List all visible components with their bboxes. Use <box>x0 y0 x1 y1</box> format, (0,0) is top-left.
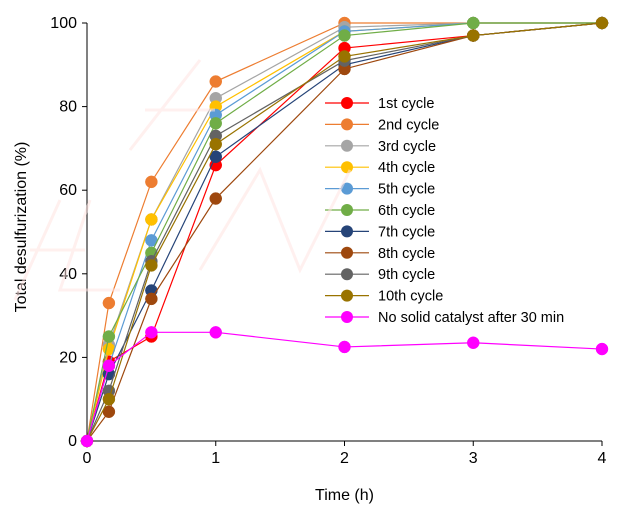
legend-item: 8th cycle <box>325 246 435 262</box>
data-point <box>595 16 609 30</box>
series-11 <box>80 326 609 448</box>
data-point <box>145 213 158 226</box>
legend-item: 2nd cycle <box>325 117 439 133</box>
data-point <box>145 259 158 272</box>
axes: 0 20 40 60 80 100 0 1 2 3 4 <box>50 15 606 467</box>
data-point <box>102 359 116 373</box>
legend-marker <box>341 97 353 109</box>
legend-label: 1st cycle <box>378 96 434 112</box>
legend-label: 3rd cycle <box>378 139 436 155</box>
data-point <box>145 326 158 339</box>
data-point <box>209 192 222 205</box>
legend-label: 6th cycle <box>378 203 435 219</box>
y-tick-label: 60 <box>59 182 77 199</box>
legend-item: 7th cycle <box>325 224 435 240</box>
legend-marker <box>341 204 353 216</box>
legend-marker <box>341 246 353 259</box>
legend-label: 5th cycle <box>378 182 435 198</box>
y-tick-label: 80 <box>59 99 77 116</box>
legend-label: 9th cycle <box>378 267 435 283</box>
x-axis-title: Time (h) <box>315 487 374 504</box>
data-point <box>338 29 351 42</box>
legend-marker <box>341 182 353 195</box>
x-tick-label: 0 <box>83 450 92 467</box>
legend-label: 8th cycle <box>378 246 435 262</box>
data-point <box>467 16 480 30</box>
y-tick-label: 40 <box>59 266 77 283</box>
legend-item: 6th cycle <box>325 203 435 219</box>
data-point <box>102 296 116 310</box>
legend-item: No solid catalyst after 30 min <box>325 310 564 326</box>
legend-marker <box>341 311 353 323</box>
data-point <box>209 326 222 339</box>
x-tick-label: 1 <box>211 450 220 467</box>
legend-item: 3rd cycle <box>325 139 436 155</box>
data-point <box>467 336 480 350</box>
legend-label: 7th cycle <box>378 224 435 240</box>
data-point <box>145 292 158 306</box>
data-point <box>102 392 116 406</box>
data-point <box>102 330 116 343</box>
y-axis-title: Total desulfurization (%) <box>13 142 30 313</box>
legend-item: 9th cycle <box>325 267 435 283</box>
data-point <box>338 340 351 354</box>
data-point <box>467 29 480 42</box>
y-tick-label: 100 <box>50 15 77 32</box>
legend-item: 5th cycle <box>325 182 435 198</box>
legend-label: 4th cycle <box>378 160 435 176</box>
legend-marker <box>341 139 353 152</box>
x-tick-label: 2 <box>340 450 349 467</box>
legend-marker <box>341 268 353 281</box>
legend-marker <box>341 225 353 238</box>
legend-label: 2nd cycle <box>378 117 439 133</box>
data-point <box>209 137 222 151</box>
legend-item: 10th cycle <box>325 289 443 305</box>
data-point <box>209 75 222 88</box>
legend-item: 1st cycle <box>325 96 434 112</box>
x-tick-label: 3 <box>469 450 478 467</box>
data-point <box>145 175 158 189</box>
legend-label: 10th cycle <box>378 289 443 305</box>
legend-marker <box>341 289 353 302</box>
data-point <box>338 50 351 63</box>
data-point <box>209 117 222 130</box>
legend-item: 4th cycle <box>325 160 435 176</box>
legend-label: No solid catalyst after 30 min <box>378 310 564 326</box>
legend: 1st cycle 2nd cycle 3rd cycle 4th cycle 5th … <box>325 96 564 326</box>
legend-marker <box>341 118 353 131</box>
data-point <box>80 434 94 448</box>
legend-marker <box>341 161 353 174</box>
x-tick-label: 4 <box>598 450 607 467</box>
data-point <box>595 342 609 356</box>
y-tick-label: 20 <box>59 349 77 366</box>
y-tick-label: 0 <box>68 433 77 450</box>
